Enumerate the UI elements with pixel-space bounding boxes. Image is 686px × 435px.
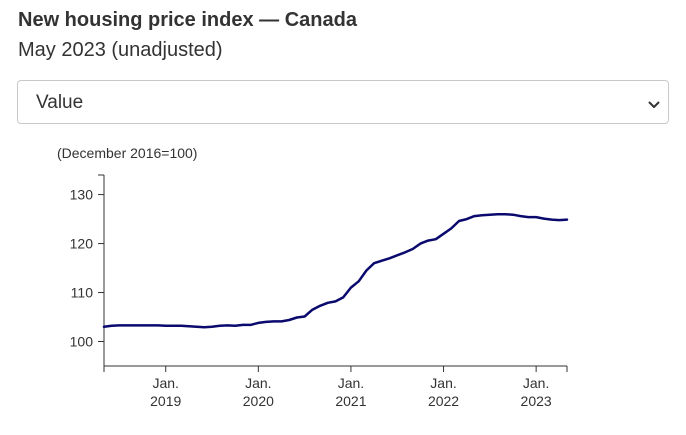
- y-axis-label: (December 2016=100): [57, 145, 197, 161]
- x-tick-label-month: Jan.: [245, 375, 271, 391]
- x-tick-label-year: 2019: [150, 393, 181, 409]
- y-tick-label: 100: [70, 334, 94, 350]
- x-tick-label-year: 2021: [335, 393, 366, 409]
- x-tick-label-year: 2022: [428, 393, 459, 409]
- x-tick-label-year: 2020: [243, 393, 274, 409]
- y-tick-label: 120: [70, 236, 94, 252]
- chevron-down-icon: [648, 97, 660, 108]
- x-tick-label-month: Jan.: [523, 375, 549, 391]
- x-axis-ticks: Jan. 2019 Jan. 2020 Jan. 2021 Jan. 2022 Jan. 2023: [150, 366, 552, 409]
- y-tick-label: 130: [70, 187, 94, 203]
- y-tick-label: 110: [71, 285, 94, 301]
- x-tick-label-year: 2023: [521, 393, 552, 409]
- y-axis-ticks: 100 110 120 130: [70, 187, 104, 350]
- page-subtitle: May 2023 (unadjusted): [18, 39, 223, 61]
- x-tick-label-month: Jan.: [152, 375, 178, 391]
- series-line: [102, 212, 569, 329]
- chart-axes: [98, 174, 568, 372]
- x-tick-label-month: Jan.: [338, 375, 364, 391]
- value-select-label: Value: [36, 92, 84, 113]
- page-title: New housing price index — Canada: [18, 9, 357, 31]
- x-tick-label-month: Jan.: [430, 375, 456, 391]
- value-select[interactable]: Value: [17, 80, 669, 124]
- line-chart: (December 2016=100) 100 110 120 130 Jan. 201…: [57, 145, 569, 409]
